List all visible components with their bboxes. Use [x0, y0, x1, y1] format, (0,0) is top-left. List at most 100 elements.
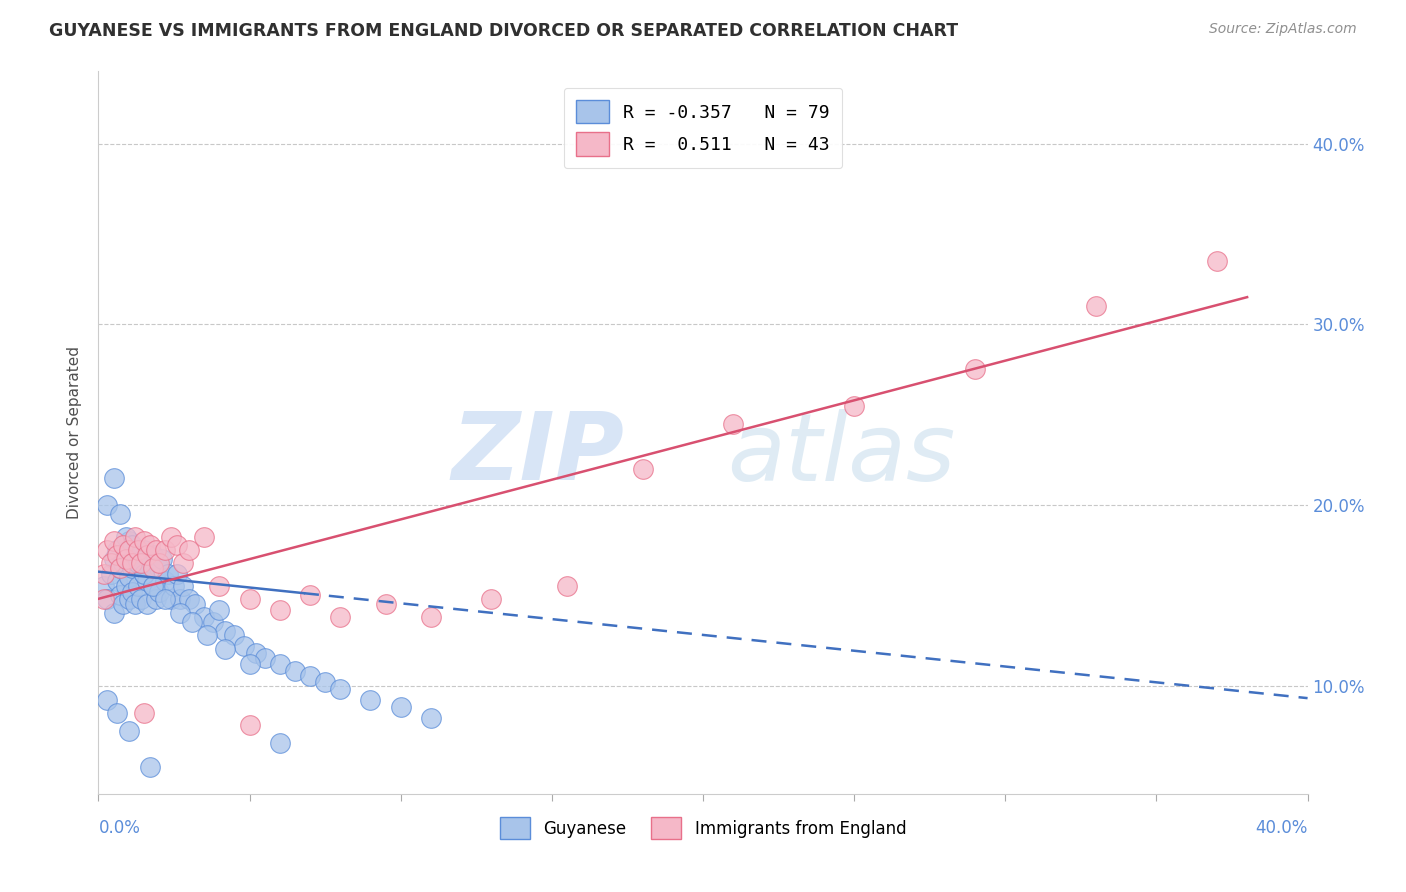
- Point: [121, 561, 143, 575]
- Point: [153, 574, 176, 588]
- Point: [1085, 299, 1108, 313]
- Point: [360, 693, 382, 707]
- Point: [129, 547, 152, 561]
- Point: [132, 566, 155, 581]
- Point: [142, 579, 165, 593]
- Y-axis label: Divorced or Separated: Divorced or Separated: [67, 346, 83, 519]
- Point: [132, 706, 155, 720]
- Point: [232, 639, 254, 653]
- Point: [108, 561, 131, 575]
- Point: [127, 543, 149, 558]
- Point: [179, 591, 201, 606]
- Point: [108, 588, 131, 602]
- Text: 40.0%: 40.0%: [1256, 819, 1308, 837]
- Point: [844, 399, 866, 413]
- Point: [245, 646, 267, 660]
- Point: [163, 579, 186, 593]
- Point: [208, 579, 231, 593]
- Point: [93, 591, 115, 606]
- Point: [214, 642, 236, 657]
- Point: [160, 591, 183, 606]
- Point: [224, 628, 246, 642]
- Text: GUYANESE VS IMMIGRANTS FROM ENGLAND DIVORCED OR SEPARATED CORRELATION CHART: GUYANESE VS IMMIGRANTS FROM ENGLAND DIVO…: [49, 22, 959, 40]
- Point: [111, 597, 134, 611]
- Point: [108, 507, 131, 521]
- Point: [208, 602, 231, 616]
- Point: [195, 628, 218, 642]
- Legend: Guyanese, Immigrants from England: Guyanese, Immigrants from England: [488, 805, 918, 851]
- Point: [150, 552, 173, 566]
- Point: [631, 462, 654, 476]
- Point: [148, 561, 170, 575]
- Point: [420, 711, 443, 725]
- Point: [1206, 254, 1229, 268]
- Point: [314, 674, 336, 689]
- Point: [139, 556, 162, 570]
- Point: [420, 610, 443, 624]
- Point: [118, 723, 141, 738]
- Point: [135, 574, 157, 588]
- Point: [100, 556, 122, 570]
- Point: [169, 591, 191, 606]
- Point: [103, 533, 125, 548]
- Point: [114, 579, 136, 593]
- Text: Source: ZipAtlas.com: Source: ZipAtlas.com: [1209, 22, 1357, 37]
- Point: [105, 543, 128, 558]
- Point: [142, 579, 165, 593]
- Point: [179, 543, 201, 558]
- Point: [329, 610, 352, 624]
- Point: [148, 556, 170, 570]
- Point: [100, 566, 122, 581]
- Point: [118, 591, 141, 606]
- Point: [132, 533, 155, 548]
- Point: [299, 588, 322, 602]
- Point: [114, 549, 136, 563]
- Point: [239, 718, 262, 732]
- Point: [121, 584, 143, 599]
- Point: [96, 693, 118, 707]
- Point: [124, 530, 146, 544]
- Point: [114, 552, 136, 566]
- Point: [96, 591, 118, 606]
- Point: [172, 556, 194, 570]
- Point: [181, 615, 204, 630]
- Point: [374, 597, 396, 611]
- Point: [160, 530, 183, 544]
- Point: [555, 579, 578, 593]
- Point: [105, 706, 128, 720]
- Point: [172, 579, 194, 593]
- Text: ZIP: ZIP: [451, 409, 624, 500]
- Point: [103, 471, 125, 485]
- Point: [153, 591, 176, 606]
- Point: [129, 556, 152, 570]
- Point: [239, 657, 262, 671]
- Point: [148, 584, 170, 599]
- Point: [269, 657, 291, 671]
- Point: [124, 597, 146, 611]
- Point: [135, 597, 157, 611]
- Point: [193, 530, 215, 544]
- Text: 0.0%: 0.0%: [98, 819, 141, 837]
- Point: [93, 566, 115, 581]
- Point: [239, 591, 262, 606]
- Point: [114, 530, 136, 544]
- Point: [105, 574, 128, 588]
- Point: [135, 549, 157, 563]
- Point: [96, 543, 118, 558]
- Point: [156, 566, 179, 581]
- Point: [269, 736, 291, 750]
- Point: [127, 579, 149, 593]
- Point: [202, 615, 225, 630]
- Point: [153, 543, 176, 558]
- Point: [111, 538, 134, 552]
- Point: [145, 591, 167, 606]
- Point: [132, 543, 155, 558]
- Point: [142, 561, 165, 575]
- Point: [121, 538, 143, 552]
- Point: [142, 549, 165, 563]
- Point: [118, 533, 141, 548]
- Point: [111, 556, 134, 570]
- Point: [127, 556, 149, 570]
- Point: [108, 561, 131, 575]
- Point: [166, 566, 188, 581]
